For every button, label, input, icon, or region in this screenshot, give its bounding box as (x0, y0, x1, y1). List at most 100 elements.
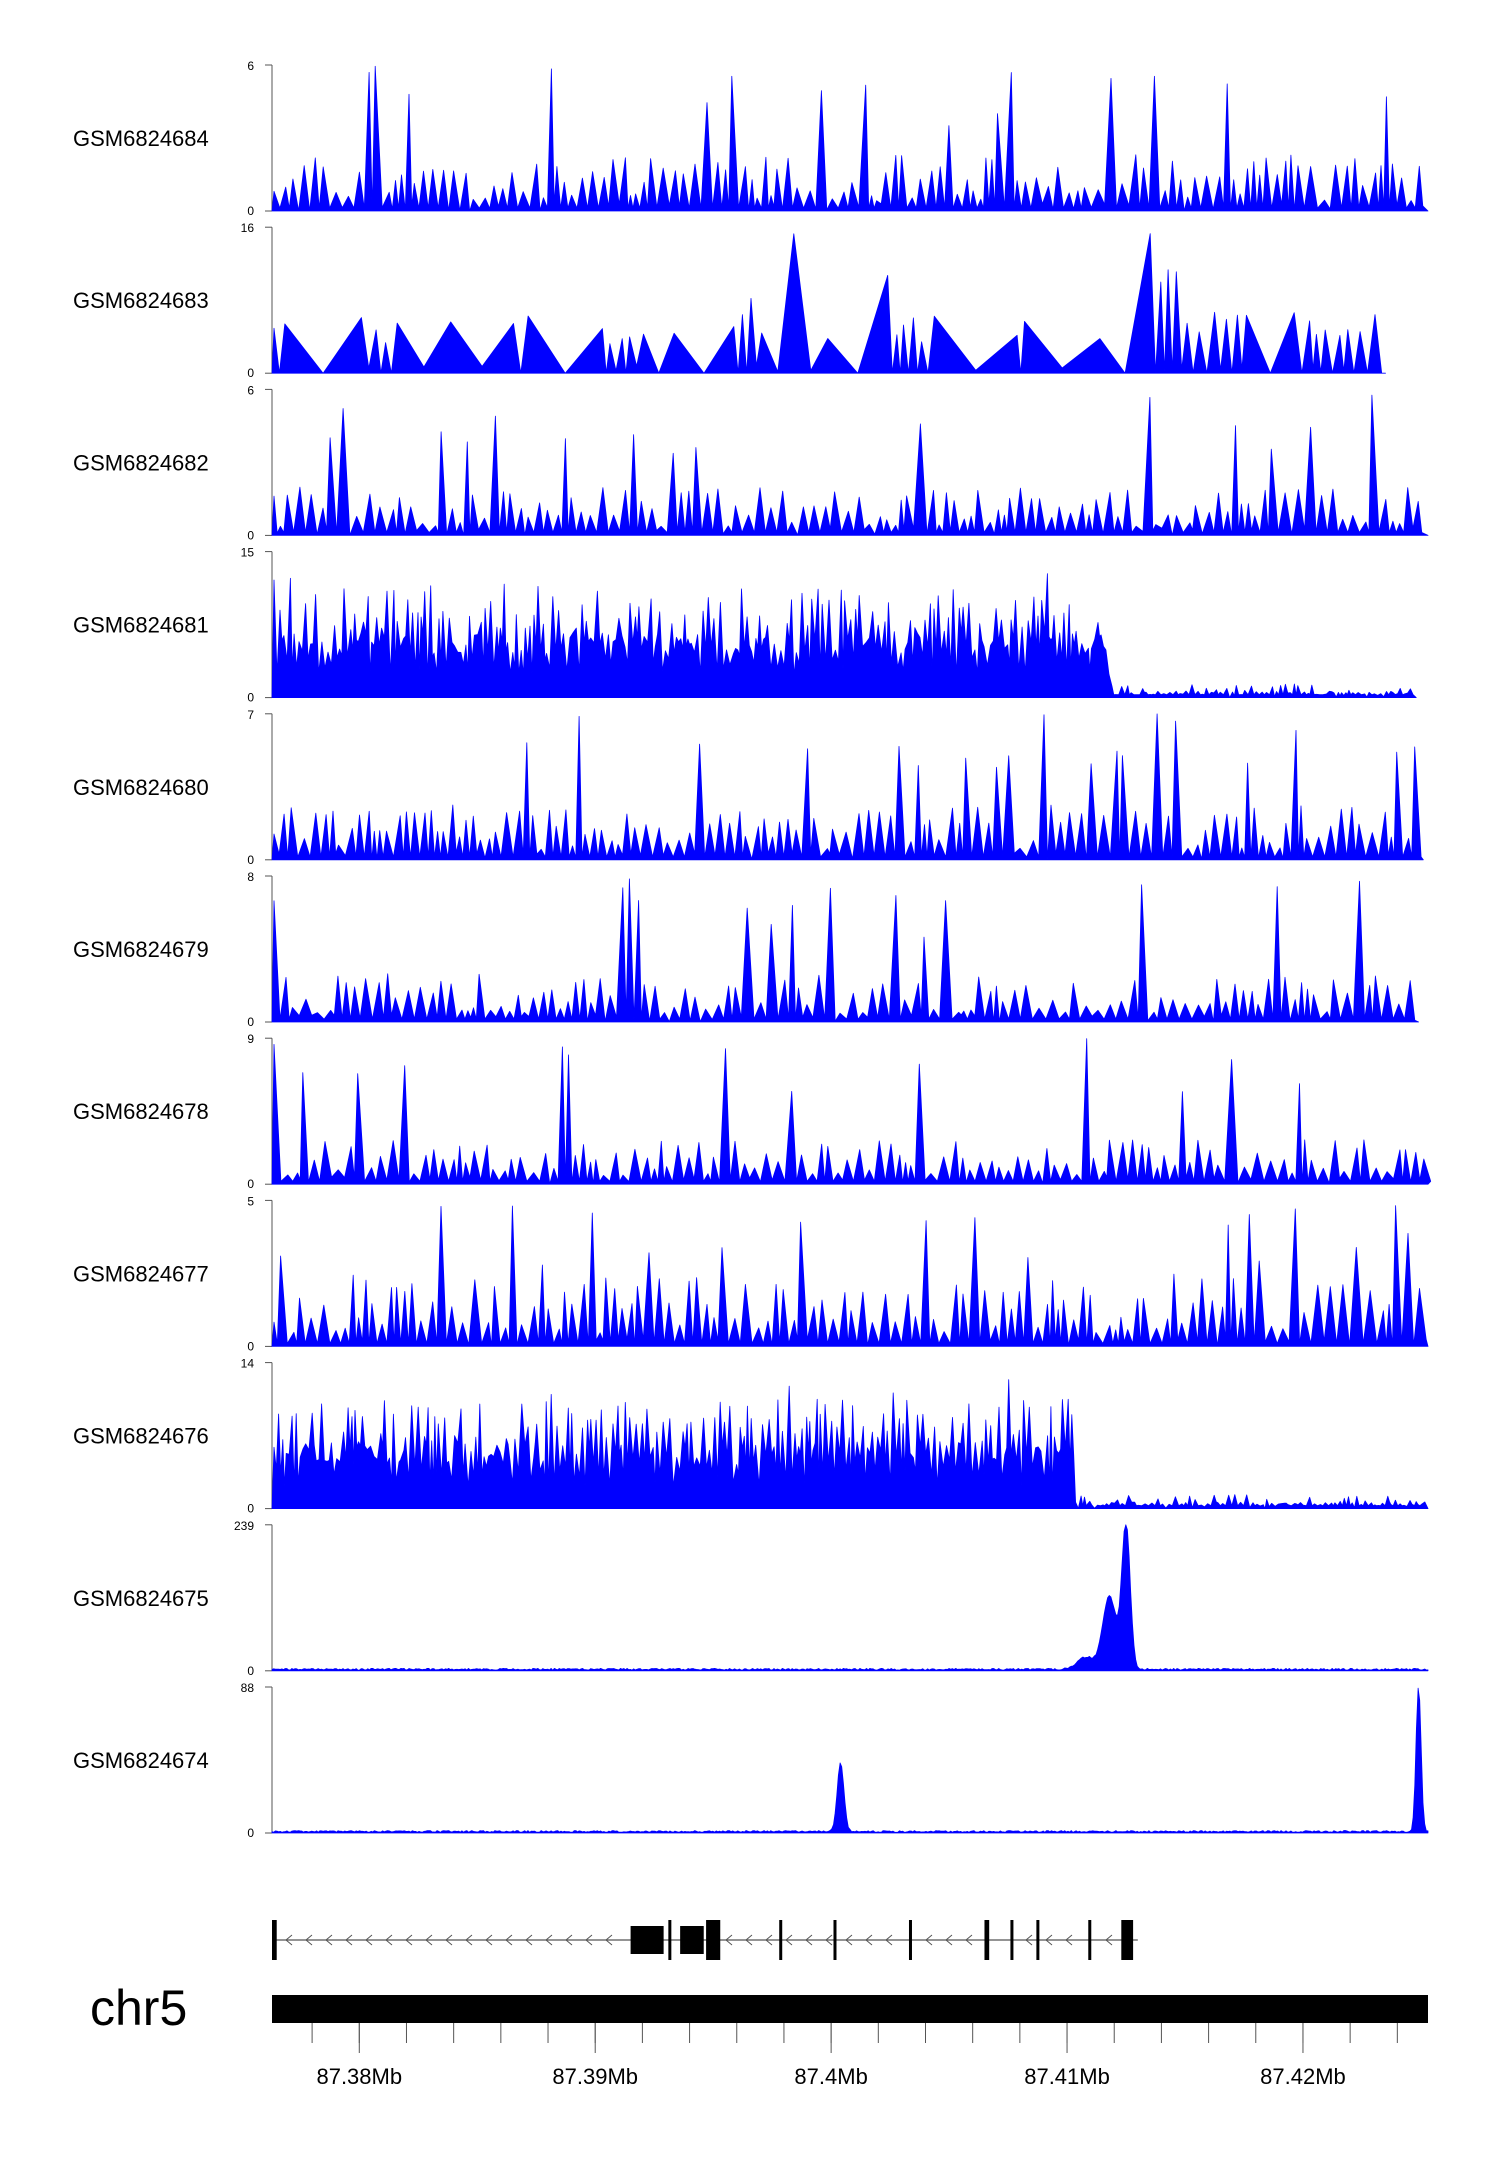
y-max-label: 9 (247, 1032, 254, 1046)
strand-chevron (605, 1934, 613, 1946)
signal-area (271, 1524, 1429, 1672)
signal-area (271, 394, 1429, 536)
track-label: GSM6824676 (73, 1424, 209, 1449)
y-max-label: 239 (234, 1519, 254, 1533)
strand-chevron (365, 1934, 373, 1946)
track-GSM6824675: GSM6824675 239 0 (73, 1519, 1429, 1678)
gene-exon (1088, 1920, 1092, 1960)
strand-chevron (285, 1934, 293, 1946)
x-tick-label: 87.38Mb (316, 2064, 402, 2089)
y-max-label: 8 (247, 870, 254, 884)
track-label: GSM6824678 (73, 1099, 209, 1124)
gene-exon (1036, 1920, 1040, 1960)
strand-chevron (385, 1934, 393, 1946)
y-min-label: 0 (247, 1826, 254, 1840)
strand-chevron (465, 1934, 473, 1946)
strand-chevron (925, 1934, 933, 1946)
track-label: GSM6824680 (73, 775, 209, 800)
y-min-label: 0 (247, 366, 254, 380)
y-max-label: 16 (241, 221, 255, 235)
signal-area (271, 573, 1417, 698)
track-GSM6824678: GSM6824678 9 0 (73, 1032, 1432, 1191)
track-GSM6824683: GSM6824683 16 0 (73, 221, 1386, 380)
strand-chevron (445, 1934, 453, 1946)
signal-area (271, 1205, 1429, 1347)
track-GSM6824677: GSM6824677 5 0 (73, 1194, 1429, 1353)
genomic-axis: 87.38Mb 87.39Mb 87.4Mb 87.41Mb 87.42Mb (311, 2023, 1398, 2089)
strand-chevron (505, 1934, 513, 1946)
chromosome-bar (272, 1995, 1428, 2023)
gene-exon (1121, 1920, 1134, 1960)
strand-chevron (945, 1934, 953, 1946)
y-max-label: 14 (241, 1357, 255, 1371)
signal-tracks: GSM682468460GSM6824683160GSM682468260GSM… (73, 59, 1432, 1840)
track-GSM6824682: GSM6824682 6 0 (73, 383, 1429, 542)
track-label: GSM6824675 (73, 1586, 209, 1611)
strand-chevron (525, 1934, 533, 1946)
track-label: GSM6824681 (73, 613, 209, 638)
track-GSM6824679: GSM6824679 8 0 (73, 870, 1419, 1029)
gene-exon (680, 1926, 704, 1954)
track-label: GSM6824683 (73, 288, 209, 313)
strand-chevron (1065, 1934, 1073, 1946)
track-label: GSM6824684 (73, 126, 209, 151)
track-label: GSM6824674 (73, 1748, 209, 1773)
y-min-label: 0 (247, 853, 254, 867)
signal-area (271, 233, 1386, 374)
strand-chevron (865, 1934, 873, 1946)
y-min-label: 0 (247, 691, 254, 705)
gene-exon (272, 1920, 277, 1960)
y-max-label: 15 (241, 546, 255, 560)
y-min-label: 0 (247, 204, 254, 218)
track-GSM6824681: GSM6824681 15 0 (73, 546, 1417, 705)
strand-chevron (1045, 1934, 1053, 1946)
x-tick-label: 87.41Mb (1024, 2064, 1110, 2089)
x-tick-label: 87.4Mb (794, 2064, 867, 2089)
strand-chevron (325, 1934, 333, 1946)
gene-model (272, 1920, 1138, 1960)
strand-chevron (1025, 1934, 1033, 1946)
y-min-label: 0 (247, 1339, 254, 1353)
y-max-label: 6 (247, 59, 254, 73)
y-min-label: 0 (247, 1502, 254, 1516)
track-GSM6824676: GSM6824676 14 0 (73, 1357, 1429, 1516)
signal-area (271, 1379, 1429, 1509)
chromosome-label: chr5 (90, 1980, 187, 2036)
y-max-label: 7 (247, 708, 254, 722)
signal-area (271, 1687, 1429, 1834)
strand-chevron (845, 1934, 853, 1946)
strand-chevron (725, 1934, 733, 1946)
gene-exon (668, 1920, 672, 1960)
strand-chevron (405, 1934, 413, 1946)
strand-chevron (485, 1934, 493, 1946)
strand-chevron (965, 1934, 973, 1946)
strand-chevron (1105, 1934, 1113, 1946)
strand-chevron (345, 1934, 353, 1946)
strand-chevron (885, 1934, 893, 1946)
gene-exon (1010, 1920, 1014, 1960)
strand-chevron (745, 1934, 753, 1946)
strand-chevron (425, 1934, 433, 1946)
signal-area (271, 65, 1429, 212)
y-min-label: 0 (247, 528, 254, 542)
signal-area (271, 713, 1424, 861)
strand-chevron (545, 1934, 553, 1946)
y-min-label: 0 (247, 1664, 254, 1678)
gene-exon (908, 1920, 912, 1960)
y-min-label: 0 (247, 1177, 254, 1191)
strand-chevron (305, 1934, 313, 1946)
gene-exon (630, 1926, 664, 1954)
gene-exon (779, 1920, 783, 1960)
y-max-label: 88 (241, 1681, 255, 1695)
y-max-label: 6 (247, 383, 254, 397)
strand-chevron (565, 1934, 573, 1946)
strand-chevron (765, 1934, 773, 1946)
x-tick-label: 87.42Mb (1260, 2064, 1346, 2089)
gene-exon (708, 1920, 721, 1960)
gene-exon (706, 1920, 710, 1960)
chromosome-ideogram: chr5 (90, 1980, 1428, 2036)
strand-chevron (825, 1934, 833, 1946)
gene-exon (984, 1920, 990, 1960)
track-GSM6824674: GSM6824674 88 0 (73, 1681, 1429, 1840)
signal-area (271, 878, 1419, 1023)
